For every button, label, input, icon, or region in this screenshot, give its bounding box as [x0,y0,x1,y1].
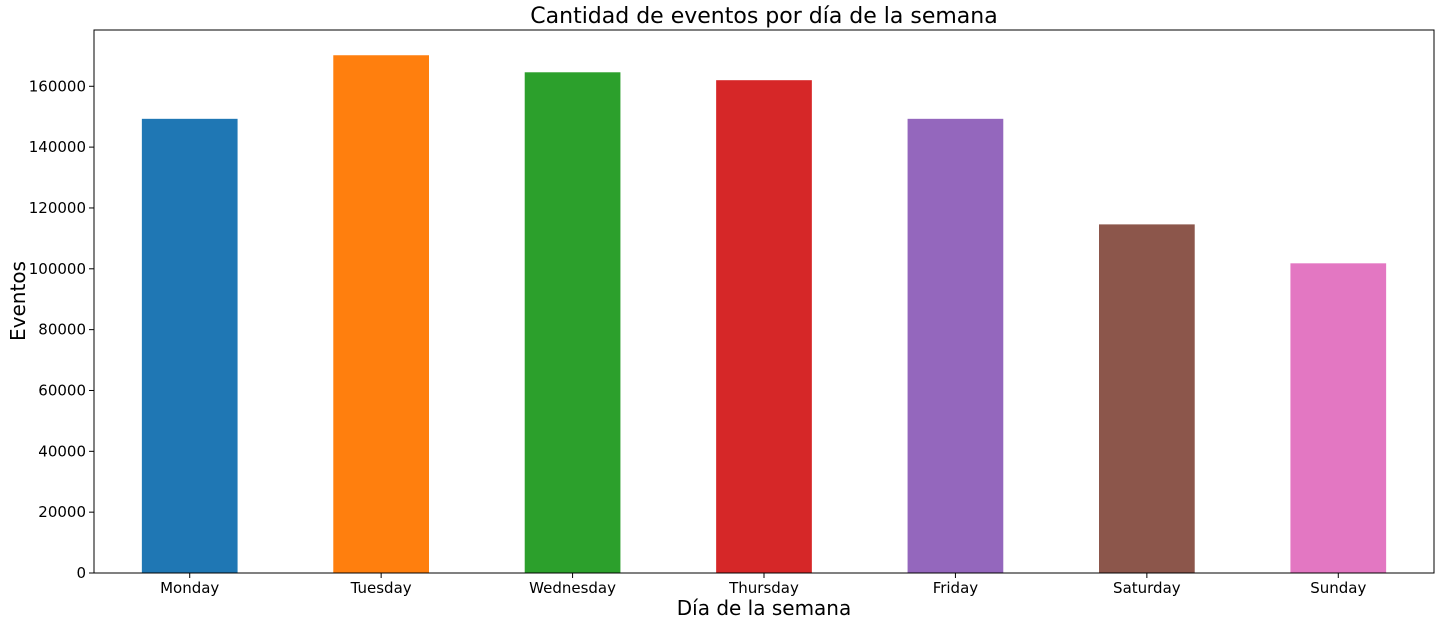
bar-tuesday [333,55,429,574]
y-tick-label: 0 [76,564,86,582]
bar-sunday [1290,263,1387,573]
y-tick-label: 60000 [38,381,86,399]
x-tick-label: Saturday [1113,579,1181,597]
bar-saturday [1099,224,1195,573]
x-tick-label: Thursday [728,579,799,597]
x-axis-title: Día de la semana [677,596,852,620]
y-tick-label: 120000 [29,199,86,217]
x-tick-label: Tuesday [350,579,412,597]
bar-monday [141,118,238,573]
x-tick-label: Friday [933,579,979,597]
bar-wednesday [524,72,621,574]
y-tick-label: 40000 [38,442,86,460]
bars-group [141,55,1387,574]
y-axis-title: Eventos [6,261,30,341]
x-tick-label: Monday [160,579,219,597]
y-tick-label: 80000 [38,321,86,339]
plot-frame [93,29,1435,574]
chart-title: Cantidad de eventos por día de la semana [530,4,997,29]
x-tick-label: Sunday [1310,579,1366,597]
y-tick-label: 160000 [29,77,86,95]
bar-friday [907,118,1004,573]
y-tick-label: 100000 [29,260,86,278]
bar-thursday [716,80,812,574]
y-tick-label: 140000 [29,138,86,156]
x-axis-ticks: Monday Tuesday Wednesday Thursday Friday Satu… [160,573,1366,597]
x-tick-label: Wednesday [529,579,616,597]
y-axis-ticks: 0 20000 40000 60000 80000 100000 120000 140000 1… [29,77,94,582]
y-tick-label: 20000 [38,503,86,521]
